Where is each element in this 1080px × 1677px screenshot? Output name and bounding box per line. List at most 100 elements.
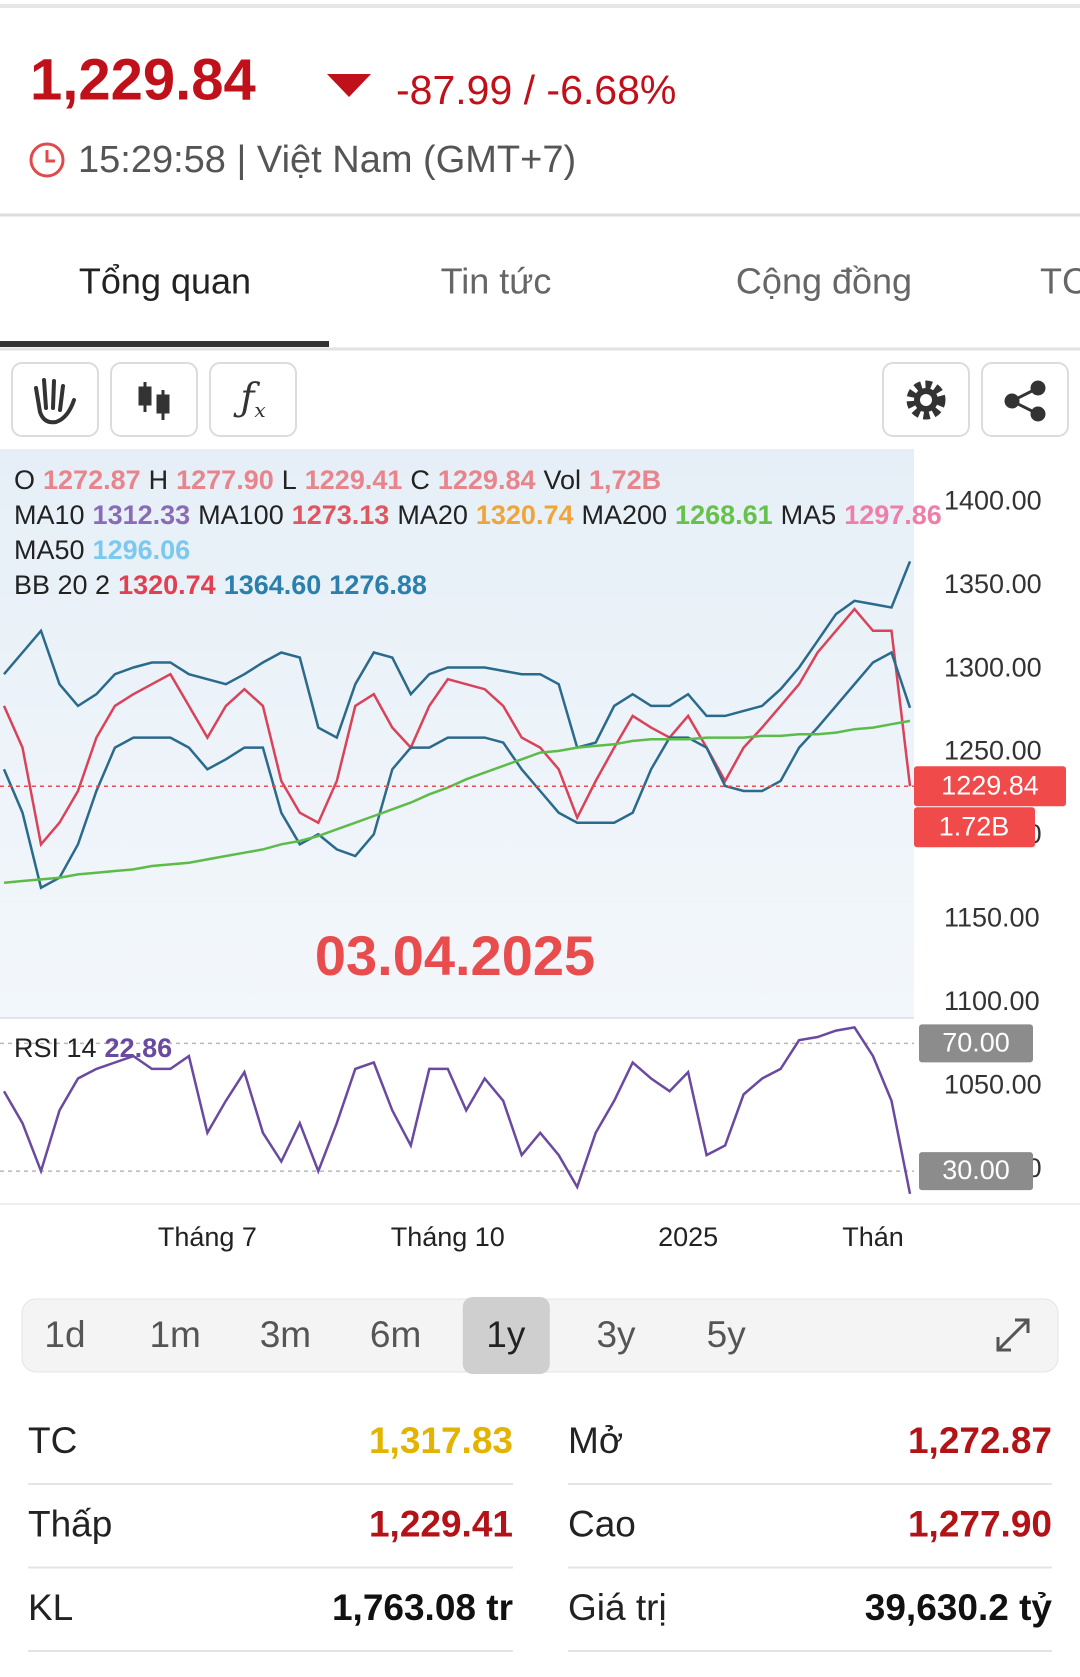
tabs: Tổng quan Tin tức Cộng đồng TC — [79, 261, 1080, 302]
y-tick-label: 1150.00 — [944, 903, 1040, 933]
legend-row: O 1272.87 H 1277.90 L 1229.41 C 1229.84 Vol 1,72B — [14, 465, 661, 495]
legend-row: MA10 1312.33 MA100 1273.13 MA20 1320.74 MA200 1… — [14, 500, 942, 530]
legend-value: 1320.74 — [118, 570, 216, 600]
period-option[interactable]: 1m — [149, 1314, 200, 1355]
legend-row: MA50 1296.06 — [14, 535, 190, 565]
period-option[interactable]: 1d — [44, 1314, 85, 1355]
header — [0, 0, 1080, 214]
legend-label: MA20 — [397, 500, 468, 530]
gear-icon — [906, 380, 946, 420]
legend-label: MA200 — [581, 500, 667, 530]
y-tick-label: 1400.00 — [944, 486, 1042, 516]
legend-value: 1229.41 — [305, 465, 403, 495]
stat-label: Cao — [568, 1503, 636, 1544]
legend-value: 1273.13 — [292, 500, 390, 530]
tab[interactable]: TC — [1040, 261, 1080, 302]
legend-label: BB 20 2 — [14, 570, 110, 600]
period-option[interactable]: 5y — [707, 1314, 747, 1355]
stat-value: 39,630.2 tỷ — [865, 1587, 1053, 1628]
legend-label: MA10 — [14, 500, 85, 530]
tab[interactable]: Cộng đồng — [736, 261, 912, 302]
tab[interactable]: Tổng quan — [79, 261, 251, 302]
series-line — [2, 607, 912, 848]
rsi-panel — [0, 1018, 914, 1203]
series-line — [3, 719, 911, 884]
legend-value: 1276.88 — [329, 570, 427, 600]
volume-label: 1.72B — [939, 811, 1010, 841]
y-tick-label: 70.00 — [942, 1027, 1010, 1057]
toolbar — [11, 362, 1069, 437]
x-tick-label: Tháng 7 — [158, 1222, 257, 1252]
x-tick-label: Thán — [842, 1222, 904, 1252]
legend-value: 1229.84 — [438, 465, 536, 495]
down-arrow — [327, 74, 371, 97]
legend-label: C — [410, 465, 430, 495]
last-price-label: 1229.84 — [941, 770, 1039, 800]
volume-badge — [914, 807, 1035, 848]
series-line — [2, 650, 912, 890]
indicator-button[interactable] — [209, 362, 297, 437]
legend-value: 1312.33 — [93, 500, 191, 530]
candle-icon — [138, 382, 170, 420]
series-line — [3, 560, 912, 750]
y-tick-label: 1350.00 — [944, 569, 1042, 599]
period-option[interactable]: 3m — [260, 1314, 311, 1355]
stat-label: KL — [28, 1587, 73, 1628]
chart-type-button[interactable] — [110, 362, 198, 437]
y-tick-label: 1050.00 — [944, 1069, 1042, 1099]
legend-label: O — [14, 465, 35, 495]
indicator-legend: O 1272.87 H 1277.90 L 1229.41 C 1229.84 Vol 1,72B… — [14, 465, 942, 600]
legend-row: BB 20 2 1320.74 1364.60 1276.88 — [14, 570, 427, 600]
rsi-label: RSI 14 22.86 — [14, 1033, 172, 1063]
period-selector: 1d 1m 3m 6m 1y 3y 5y — [44, 1297, 746, 1374]
legend-label: MA100 — [198, 500, 284, 530]
stat-label: Thấp — [28, 1503, 112, 1544]
tab[interactable]: Tin tức — [441, 261, 552, 302]
legend-label: MA50 — [14, 535, 85, 565]
legend-label: H — [149, 465, 169, 495]
timestamp: 15:29:58 | Việt Nam (GMT+7) — [78, 139, 576, 181]
axis-badges: 1229.84 1.72B 70.00 30.00 — [914, 766, 1066, 1191]
stat-value: 1,229.41 — [369, 1503, 513, 1544]
tick-badge — [919, 1152, 1033, 1191]
legend-value: 1297.86 — [844, 500, 942, 530]
legend-label: Vol — [543, 465, 581, 495]
legend-value: 1272.87 — [43, 465, 141, 495]
price-panel — [0, 449, 914, 1018]
y-tick-label: 1100.00 — [944, 986, 1040, 1016]
rsi-name: RSI 14 — [14, 1033, 97, 1063]
share-icon — [1004, 380, 1046, 422]
stats: TC 1,317.83 Mở 1,272.87 Thấp 1,229.41 Cao 1,277… — [28, 1420, 1053, 1652]
x-tick-label: 2025 — [658, 1222, 718, 1252]
stat-label: Mở — [568, 1420, 623, 1461]
price: 1,229.84 — [30, 47, 256, 112]
expand-icon[interactable] — [996, 1318, 1030, 1352]
period-option[interactable]: 3y — [596, 1314, 636, 1355]
stat-label: Giá trị — [568, 1587, 667, 1628]
series-line — [2, 1026, 912, 1195]
price-change: -87.99 / -6.68% — [396, 67, 676, 113]
date-watermark: 03.04.2025 — [315, 924, 595, 987]
stat-value: 1,317.83 — [369, 1420, 513, 1461]
legend-value: 1277.90 — [176, 465, 274, 495]
last-price-badge — [914, 766, 1066, 807]
period-option[interactable]: 1y — [486, 1314, 526, 1355]
stat-value: 1,272.87 — [908, 1420, 1052, 1461]
period-option[interactable]: 6m — [370, 1314, 421, 1355]
legend-label: L — [282, 465, 297, 495]
y-tick-label: 1300.00 — [944, 652, 1042, 682]
stat-label: TC — [28, 1420, 77, 1461]
chart: 1000.001050.001100.001150.001200.001250.… — [0, 486, 1042, 1252]
active-tab-indicator — [0, 341, 329, 347]
legend-label: MA5 — [781, 500, 837, 530]
selected-period[interactable] — [462, 1297, 550, 1374]
tick-badge — [919, 1024, 1033, 1063]
x-tick-label: Tháng 10 — [391, 1222, 505, 1252]
legend-value: 1364.60 — [224, 570, 322, 600]
share-button[interactable] — [981, 362, 1069, 437]
stat-value: 1,763.08 tr — [332, 1587, 513, 1628]
clock-icon — [29, 142, 65, 178]
legend-value: 1,72B — [589, 465, 661, 495]
